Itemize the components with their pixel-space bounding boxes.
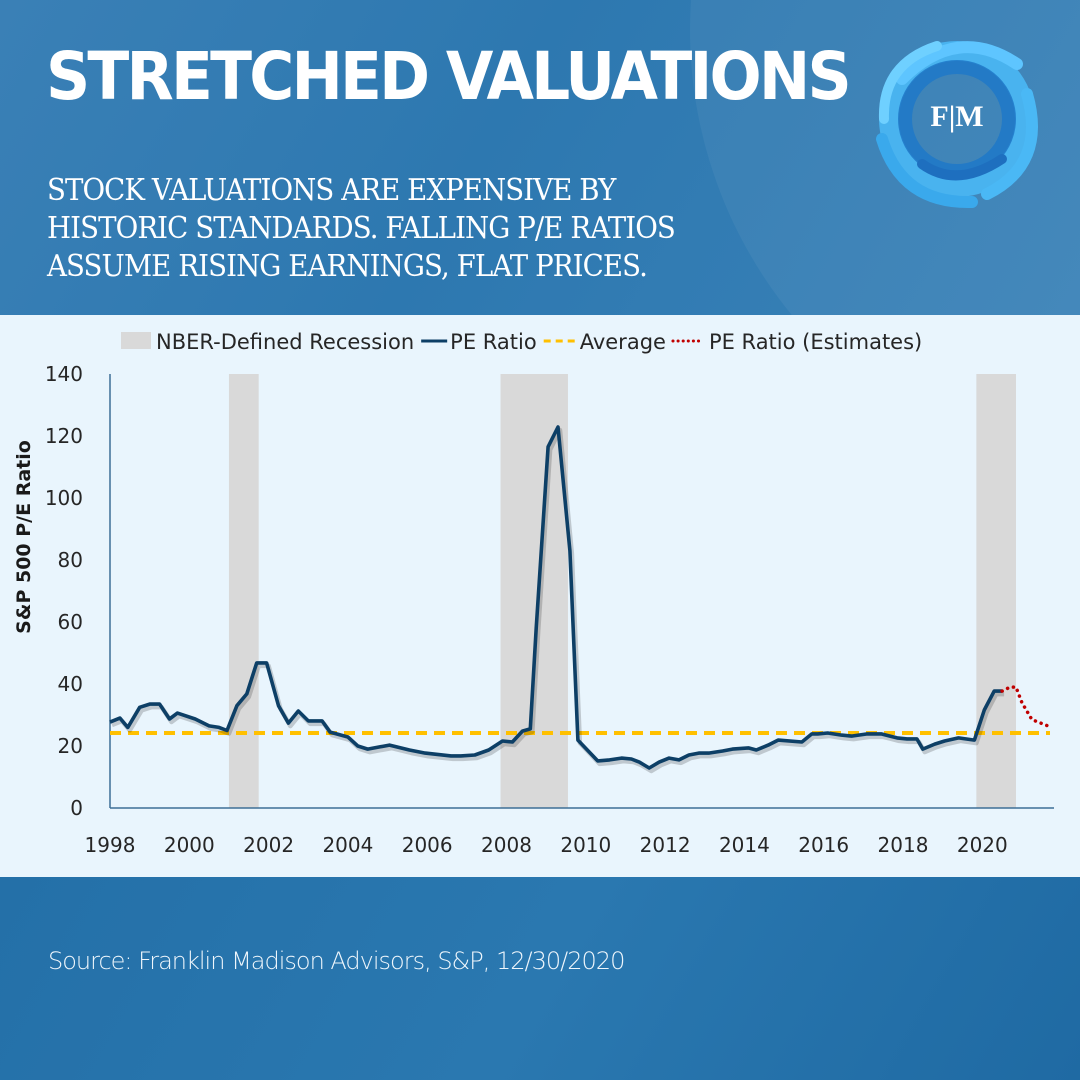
pe-ratio-chart: 0 20 40 60 80 100 120 140 1998 2000 2002 2004 2006 2… — [13, 330, 1054, 857]
recession-bands — [228, 374, 1017, 808]
subtitle-line: HISTORIC STANDARDS. FALLING P/E RATIOS — [47, 211, 676, 246]
x-tick-label: 2020 — [957, 833, 1008, 857]
x-tick-label: 2000 — [164, 833, 215, 857]
x-tick-label: 2012 — [640, 833, 691, 857]
logo-text: F|M — [930, 100, 984, 133]
y-axis-label: S&P 500 P/E Ratio — [13, 440, 35, 634]
source-note: Source: Franklin Madison Advisors, S&P, … — [48, 947, 625, 975]
legend-label: PE Ratio — [450, 330, 537, 354]
x-tick-label: 2016 — [798, 833, 849, 857]
x-tick-label: 2002 — [243, 833, 294, 857]
recession-band — [228, 374, 259, 808]
page-title: STRETCHED VALUATIONS — [46, 38, 852, 115]
fm-logo: F|M — [862, 24, 1052, 214]
x-tick-label: 1998 — [85, 833, 136, 857]
footer: Source: Franklin Madison Advisors, S&P, … — [0, 877, 1080, 1080]
y-tick-label: 80 — [58, 548, 83, 572]
pe-ratio-line — [109, 425, 1003, 770]
page-subtitle: STOCK VALUATIONS ARE EXPENSIVE BY HISTOR… — [47, 172, 783, 286]
legend: NBER-Defined Recession PE Ratio Average PE … — [121, 330, 922, 354]
x-tick-label: 2006 — [402, 833, 453, 857]
legend-label: NBER-Defined Recession — [156, 330, 414, 354]
y-tick-label: 100 — [45, 486, 83, 510]
recession-band — [976, 374, 1017, 808]
header-banner: STRETCHED VALUATIONS STOCK VALUATIONS AR… — [0, 0, 1080, 315]
legend-recession-swatch — [121, 332, 151, 349]
y-tick-label: 120 — [45, 424, 83, 448]
subtitle-line: STOCK VALUATIONS ARE EXPENSIVE BY — [47, 173, 616, 208]
legend-label: PE Ratio (Estimates) — [709, 330, 922, 354]
y-tick-label: 20 — [58, 734, 83, 758]
y-tick-label: 40 — [58, 672, 83, 696]
x-tick-label: 2008 — [481, 833, 532, 857]
pe-ratio-estimates-line — [1000, 685, 1054, 730]
swirl-ring-logo-icon — [876, 41, 1038, 209]
subtitle-line: ASSUME RISING EARNINGS, FLAT PRICES. — [47, 249, 648, 284]
legend-label: Average — [580, 330, 666, 354]
series-group — [109, 425, 1054, 774]
recession-band — [500, 374, 568, 808]
x-tick-label: 2018 — [878, 833, 929, 857]
axes — [109, 374, 1054, 809]
y-tick-label: 60 — [58, 610, 83, 634]
y-tick-label: 0 — [70, 796, 83, 820]
chart-panel: 0 20 40 60 80 100 120 140 1998 2000 2002 2004 2006 2… — [0, 315, 1080, 877]
y-tick-label: 140 — [45, 362, 83, 386]
x-tick-label: 2004 — [322, 833, 373, 857]
x-tick-labels: 1998 2000 2002 2004 2006 2008 2010 2012 2014 2016… — [85, 833, 1008, 857]
y-tick-labels: 0 20 40 60 80 100 120 140 — [45, 362, 83, 820]
x-tick-label: 2014 — [719, 833, 770, 857]
x-tick-label: 2010 — [560, 833, 611, 857]
